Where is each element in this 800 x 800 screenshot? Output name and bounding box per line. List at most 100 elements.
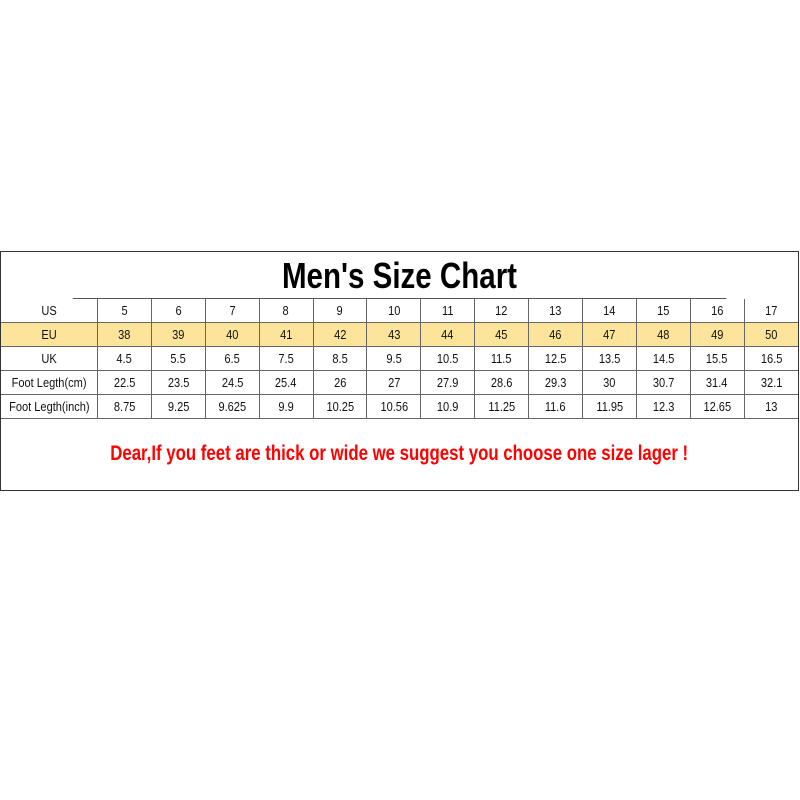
cell-text: 16 [710, 303, 724, 318]
size-cell: 5 [97, 299, 152, 323]
cell-text: 10.56 [379, 399, 408, 414]
cell-text: 23.5 [167, 375, 190, 390]
cell-text: 15 [657, 303, 670, 318]
size-cell: 42 [312, 322, 368, 347]
cell-text: 10 [387, 303, 400, 318]
cell-text: 9.9 [278, 399, 294, 414]
cell-text: 9.25 [167, 399, 190, 414]
cell-text: 17 [765, 303, 778, 318]
cell-text: 10.5 [436, 351, 459, 366]
size-cell: 49 [689, 322, 745, 347]
size-cell: 46 [528, 322, 583, 347]
size-cell: 7.5 [258, 346, 314, 371]
size-cell: 13 [743, 394, 798, 419]
size-cell: 39 [150, 322, 206, 347]
size-cell: 13 [528, 299, 583, 323]
size-cell: 50 [743, 322, 798, 347]
size-cell: 11 [420, 299, 476, 323]
size-cell: 12 [474, 299, 529, 323]
size-cell: 29.3 [528, 370, 583, 395]
cell-text: 26 [333, 375, 347, 390]
table-row-eu: EU 38 39 40 41 42 43 44 45 46 47 48 49 50 [1, 322, 798, 347]
cell-text: 16.5 [760, 351, 783, 366]
table-row-us: US 5 6 7 8 9 10 11 12 13 14 15 16 17 [1, 299, 798, 323]
cell-text: 9.625 [218, 399, 247, 414]
cell-text: 6 [175, 303, 182, 318]
cell-text: 9 [336, 303, 344, 318]
size-cell: 31.4 [689, 370, 745, 395]
cell-text: EU [41, 327, 57, 342]
size-cell: 10.5 [420, 346, 476, 371]
cell-text: 14.5 [652, 351, 674, 366]
cell-text: 24.5 [221, 375, 243, 390]
size-cell: 11.5 [474, 346, 529, 371]
size-cell: 7 [204, 299, 260, 323]
size-cell: 9.9 [258, 394, 314, 419]
cell-text: 39 [172, 327, 185, 342]
cell-text: Foot Legth(inch) [8, 399, 90, 414]
cell-text: 27.9 [436, 375, 459, 390]
cell-text: 11.6 [545, 399, 566, 414]
cell-text: 12.3 [652, 399, 674, 414]
cell-text: 30.7 [652, 375, 674, 390]
cell-text: 27 [387, 375, 400, 390]
cell-text: Foot Legth(cm) [11, 375, 87, 390]
cell-text: 32.1 [760, 375, 783, 390]
size-cell: 43 [366, 322, 422, 347]
size-cell: 11.6 [528, 394, 583, 419]
size-advice-message: Dear,If you feet are thick or wide we su… [110, 442, 689, 465]
cell-text: 41 [279, 327, 293, 342]
size-cell: 47 [581, 322, 637, 347]
cell-text: 7.5 [278, 351, 294, 366]
size-cell: 44 [420, 322, 476, 347]
size-cell: 5.5 [150, 346, 206, 371]
size-cell: 32.1 [743, 370, 798, 395]
cell-text: 12 [495, 303, 508, 318]
size-cell: 12.5 [528, 346, 583, 371]
cell-text: 6.5 [224, 351, 240, 366]
size-cell: 8.75 [97, 394, 152, 419]
size-cell: 16.5 [743, 346, 798, 371]
cell-text: 9.5 [386, 351, 402, 366]
size-cell: 9 [312, 299, 368, 323]
row-label: UK [1, 346, 98, 371]
size-cell: 9.625 [204, 394, 260, 419]
cell-text: 46 [549, 327, 562, 342]
size-cell: 30.7 [635, 370, 691, 395]
cell-text: 10.9 [436, 399, 459, 414]
cell-text: 15.5 [706, 351, 728, 366]
size-cell: 10.9 [420, 394, 476, 419]
size-cell: 17 [743, 299, 798, 323]
size-cell: 9.25 [150, 394, 206, 419]
size-cell: 23.5 [150, 370, 206, 395]
cell-text: 5 [121, 303, 128, 318]
size-cell: 25.4 [258, 370, 314, 395]
size-cell: 8 [258, 299, 314, 323]
cell-text: 25.4 [275, 375, 297, 390]
cell-text: 11.95 [595, 399, 623, 414]
row-label: Foot Legth(cm) [1, 370, 98, 395]
cell-text: 10.25 [326, 399, 354, 414]
size-cell: 24.5 [204, 370, 260, 395]
size-cell: 15 [635, 299, 691, 323]
row-label: US [1, 299, 98, 323]
cell-text: 7 [229, 303, 236, 318]
table-row-foot-legth-inch: Foot Legth(inch) 8.75 9.25 9.625 9.9 10.25 10.… [1, 394, 798, 419]
size-cell: 45 [474, 322, 529, 347]
cell-text: 11 [441, 303, 454, 318]
table-row-uk: UK 4.5 5.5 6.5 7.5 8.5 9.5 10.5 11.5 12.5 13.5 14.5… [1, 346, 798, 371]
size-cell: 22.5 [97, 370, 152, 395]
size-cell: 10 [366, 299, 422, 323]
cell-text: 29.3 [544, 375, 567, 390]
cell-text: 5.5 [170, 351, 186, 366]
cell-text: 13 [549, 303, 562, 318]
size-cell: 14.5 [635, 346, 691, 371]
cell-text: 8.75 [113, 399, 136, 414]
cell-text: 4.5 [116, 351, 133, 366]
size-cell: 12.3 [635, 394, 691, 419]
size-cell: 26 [312, 370, 368, 395]
size-cell: 40 [204, 322, 260, 347]
row-label: EU [1, 322, 98, 347]
cell-text: 12.5 [544, 351, 567, 366]
cell-text: 44 [441, 327, 454, 342]
